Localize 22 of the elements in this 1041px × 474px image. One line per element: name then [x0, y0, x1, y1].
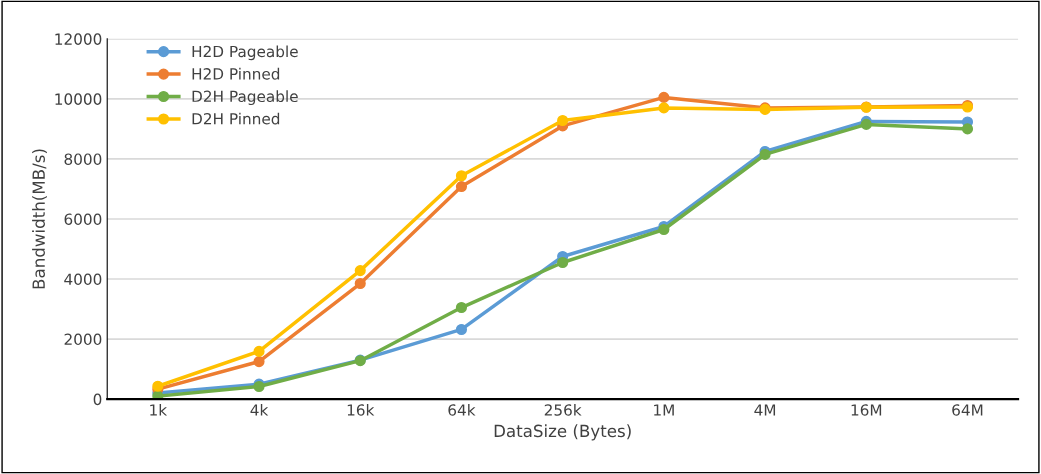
legend-label: H2D Pageable [192, 45, 298, 61]
x-tick-label: 1M [654, 404, 674, 416]
x-tick-label: 64M [952, 404, 983, 416]
x-tick-label: 64k [448, 403, 476, 416]
y-tick-label: 0 [93, 393, 102, 406]
y-tick-label: 10000 [55, 93, 102, 105]
x-tick-label: 4M [754, 404, 776, 416]
y-axis-title: Bandwidth(MB/s) [32, 149, 47, 289]
x-axis-title: DataSize (Bytes) [494, 424, 631, 441]
y-tick-label: 4000 [64, 273, 102, 286]
legend-label: D2H Pageable [192, 90, 298, 106]
x-tick-label: 4k [250, 403, 269, 416]
y-tick-label: 6000 [64, 213, 102, 226]
legend-label: D2H Pinned [192, 112, 280, 125]
y-tick-label: 12000 [55, 33, 102, 45]
y-tick-label: 8000 [64, 153, 102, 165]
x-tick-label: 256k [544, 403, 582, 416]
x-tick-label: 1k [150, 403, 168, 416]
x-tick-label: 16k [347, 403, 375, 416]
y-tick-label: 2000 [64, 333, 102, 346]
x-tick-label: 16M [851, 404, 882, 416]
legend-label: H2D Pinned [192, 67, 280, 80]
